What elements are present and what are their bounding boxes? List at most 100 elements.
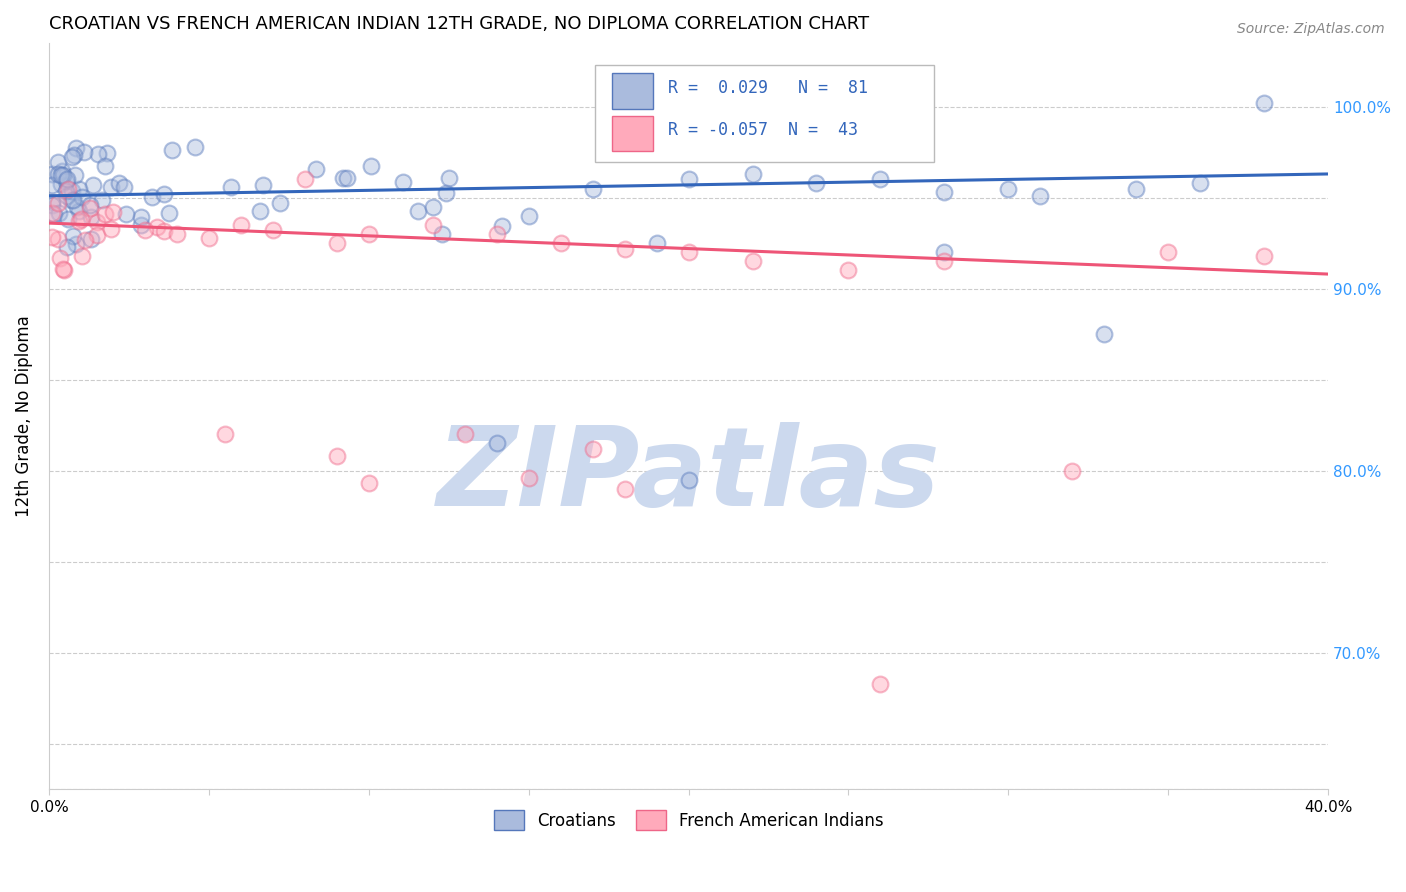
- Point: [51, 164, 73, 178]
- Point: [58, 181, 80, 195]
- Point: [422, 200, 444, 214]
- Point: [129, 218, 152, 232]
- Point: [112, 179, 135, 194]
- Point: [550, 236, 572, 251]
- Point: [1157, 245, 1180, 260]
- Point: [1253, 95, 1275, 110]
- Point: [869, 172, 891, 186]
- Point: [357, 476, 380, 491]
- Point: [44, 207, 66, 221]
- Point: [1062, 464, 1084, 478]
- Text: R =  0.029   N =  81: R = 0.029 N = 81: [668, 78, 868, 97]
- Point: [1092, 327, 1115, 342]
- Point: [249, 204, 271, 219]
- FancyBboxPatch shape: [595, 65, 934, 162]
- Point: [41, 230, 63, 244]
- Point: [63, 148, 86, 162]
- Point: [129, 210, 152, 224]
- Point: [357, 227, 380, 241]
- Point: [70, 248, 93, 262]
- Point: [86, 227, 108, 242]
- Point: [141, 190, 163, 204]
- Text: CROATIAN VS FRENCH AMERICAN INDIAN 12TH GRADE, NO DIPLOMA CORRELATION CHART: CROATIAN VS FRENCH AMERICAN INDIAN 12TH …: [49, 15, 869, 33]
- Point: [491, 219, 513, 233]
- Point: [75, 233, 97, 247]
- Point: [741, 254, 763, 268]
- Point: [52, 168, 75, 182]
- Point: [91, 193, 114, 207]
- Point: [67, 214, 90, 228]
- Point: [49, 177, 72, 191]
- Point: [422, 218, 444, 232]
- Text: ZIPatlas: ZIPatlas: [437, 422, 941, 529]
- Point: [997, 181, 1019, 195]
- Point: [115, 207, 138, 221]
- Point: [454, 427, 477, 442]
- Point: [581, 442, 603, 456]
- Point: [49, 251, 72, 265]
- Point: [294, 172, 316, 186]
- Point: [1029, 189, 1052, 203]
- Point: [62, 194, 84, 208]
- Point: [336, 171, 359, 186]
- Point: [360, 159, 382, 173]
- Point: [41, 167, 63, 181]
- Point: [434, 186, 457, 200]
- Point: [184, 140, 207, 154]
- Point: [391, 174, 413, 188]
- Point: [485, 436, 508, 450]
- Point: [146, 220, 169, 235]
- Point: [326, 236, 349, 251]
- Point: [55, 171, 77, 186]
- Point: [46, 232, 69, 246]
- Point: [46, 167, 69, 181]
- Point: [55, 184, 77, 198]
- Point: [934, 185, 956, 199]
- Point: [60, 150, 83, 164]
- Point: [62, 228, 84, 243]
- Point: [326, 449, 349, 463]
- Point: [837, 263, 859, 277]
- Bar: [612, 73, 652, 110]
- Point: [157, 205, 180, 219]
- Point: [93, 207, 115, 221]
- Point: [437, 171, 460, 186]
- Point: [107, 176, 129, 190]
- Point: [48, 206, 70, 220]
- Text: R = -0.057  N =  43: R = -0.057 N = 43: [668, 121, 858, 139]
- Point: [60, 184, 83, 198]
- Point: [56, 189, 79, 203]
- Point: [406, 203, 429, 218]
- Point: [96, 146, 118, 161]
- Point: [581, 181, 603, 195]
- Point: [80, 211, 103, 225]
- Point: [262, 223, 284, 237]
- Point: [101, 205, 124, 219]
- Point: [80, 232, 103, 246]
- Point: [229, 218, 252, 232]
- Point: [430, 227, 453, 241]
- Point: [41, 195, 63, 210]
- Y-axis label: 12th Grade, No Diploma: 12th Grade, No Diploma: [15, 315, 32, 517]
- Point: [806, 176, 828, 190]
- Point: [58, 212, 80, 227]
- Point: [153, 187, 176, 202]
- Point: [94, 159, 117, 173]
- Point: [87, 147, 110, 161]
- Point: [65, 141, 87, 155]
- Point: [869, 676, 891, 690]
- Point: [41, 206, 63, 220]
- Point: [79, 201, 101, 215]
- Point: [55, 174, 77, 188]
- Point: [69, 182, 91, 196]
- Point: [517, 471, 540, 485]
- Point: [214, 427, 236, 442]
- Point: [73, 145, 96, 159]
- Point: [56, 240, 79, 254]
- Point: [51, 168, 73, 182]
- Point: [52, 262, 75, 277]
- Point: [66, 200, 89, 214]
- Point: [52, 262, 75, 277]
- Point: [741, 167, 763, 181]
- Bar: [612, 116, 652, 152]
